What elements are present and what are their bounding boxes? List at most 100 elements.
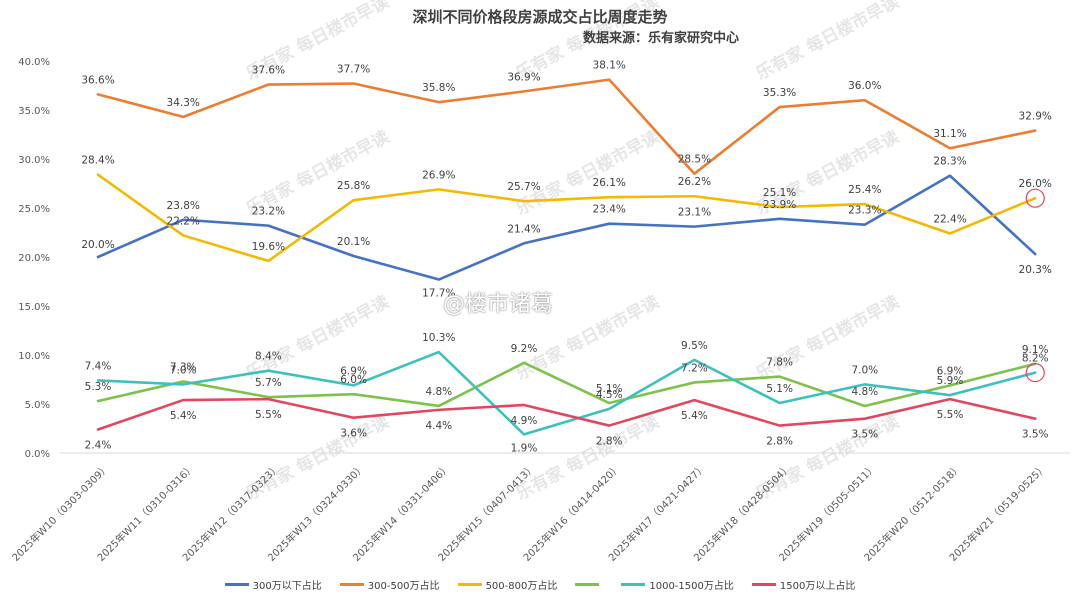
data-label: 3.5% <box>1022 429 1049 441</box>
data-label: 23.1% <box>678 207 711 219</box>
data-label: 23.8% <box>167 200 200 212</box>
data-label: 17.7% <box>422 288 455 300</box>
data-label: 20.0% <box>81 239 114 251</box>
legend-item: 500-800万占比 <box>457 577 558 592</box>
series-line <box>96 361 1037 408</box>
data-label: 6.0% <box>340 374 367 386</box>
legend-swatch <box>751 583 776 586</box>
data-label: 21.4% <box>507 223 540 235</box>
data-label: 5.5% <box>255 409 282 421</box>
y-tick-label: 10.0% <box>18 351 50 362</box>
data-label: 5.9% <box>937 375 964 387</box>
data-label: 36.0% <box>848 80 881 92</box>
data-label: 7.3% <box>170 361 197 373</box>
x-tick-label: 2025年W17（0421-0427） <box>606 461 709 564</box>
x-tick-label: 2025年W21（0519-0525） <box>946 461 1049 564</box>
x-tick-label: 2025年W20（0512-0518） <box>861 461 964 564</box>
data-label: 23.9% <box>763 199 796 211</box>
series-line <box>96 350 1037 436</box>
data-label: 4.8% <box>851 386 878 398</box>
data-label: 25.1% <box>763 187 796 199</box>
series-line <box>96 173 1037 263</box>
weibo-watermark: @楼市诸葛 <box>443 292 554 317</box>
x-tick-label: 2025年W10（0303-0309） <box>9 461 112 564</box>
data-label: 34.3% <box>167 97 200 109</box>
legend-item <box>575 577 603 592</box>
data-label: 5.4% <box>170 410 197 422</box>
data-label: 26.0% <box>1019 178 1052 190</box>
data-label: 7.0% <box>170 364 197 376</box>
series-line <box>96 78 1037 175</box>
y-tick-label: 30.0% <box>18 155 50 166</box>
data-label: 9.2% <box>511 343 538 355</box>
data-label: 37.6% <box>252 65 285 77</box>
y-tick-label: 5.0% <box>25 400 50 411</box>
data-label: 7.0% <box>851 364 878 376</box>
x-tick-label: 2025年W18（0428-0504） <box>691 461 794 564</box>
highlight-circle <box>1025 188 1045 208</box>
y-tick-label: 0.0% <box>25 449 50 460</box>
chart-subtitle: 数据来源：乐有家研究中心 <box>583 31 740 46</box>
data-label: 23.3% <box>848 205 881 217</box>
legend-swatch <box>339 583 364 586</box>
data-label: 36.9% <box>507 71 540 83</box>
x-tick-label: 2025年W14（0331-0406） <box>350 461 453 564</box>
data-label: 5.7% <box>255 377 282 389</box>
data-label: 32.9% <box>1019 111 1052 123</box>
data-label: 26.2% <box>678 176 711 188</box>
y-tick-label: 40.0% <box>18 57 50 68</box>
legend-item: 1000-1500万占比 <box>621 577 734 592</box>
data-label: 20.1% <box>337 236 370 248</box>
chart-legend: 300万以下占比 300-500万占比 500-800万占比 1000-1500万占比… <box>0 577 1080 592</box>
chart-title: 深圳不同价格段房源成交占比周度走势 <box>412 8 668 26</box>
data-label: 31.1% <box>933 128 966 140</box>
data-label: 19.6% <box>252 241 285 253</box>
data-label: 6.9% <box>340 365 367 377</box>
data-label: 23.2% <box>252 206 285 218</box>
data-label: 23.4% <box>593 204 626 216</box>
data-label: 25.7% <box>507 181 540 193</box>
data-label: 35.3% <box>763 87 796 99</box>
data-label: 20.3% <box>1019 264 1052 276</box>
legend-swatch <box>575 583 600 586</box>
data-label: 5.4% <box>681 410 708 422</box>
background-watermark: 乐有家 每日楼市早读 <box>752 291 902 384</box>
data-label: 8.2% <box>1022 353 1049 365</box>
legend-label: 500-800万占比 <box>485 581 558 592</box>
x-tick-label: 2025年W11（0310-0316） <box>94 461 197 564</box>
data-label: 4.9% <box>511 415 538 427</box>
data-label: 7.4% <box>85 360 112 372</box>
data-label: 1.9% <box>511 442 538 454</box>
data-label: 25.8% <box>337 180 370 192</box>
legend-label: 300-500万占比 <box>367 581 440 592</box>
data-label: 22.4% <box>933 213 966 225</box>
data-label: 3.5% <box>851 429 878 441</box>
data-label: 26.1% <box>593 177 626 189</box>
data-label: 28.3% <box>933 156 966 168</box>
data-label: 10.3% <box>422 332 455 344</box>
data-label: 28.4% <box>81 155 114 167</box>
series-line <box>96 174 1037 281</box>
data-label: 2.8% <box>596 436 623 448</box>
legend-label: 300万以下占比 <box>252 581 322 592</box>
legend-swatch <box>621 583 646 586</box>
data-label: 5.5% <box>937 409 964 421</box>
data-label: 22.2% <box>167 215 200 227</box>
data-label: 9.5% <box>681 340 708 352</box>
y-tick-label: 15.0% <box>18 302 50 313</box>
legend-swatch <box>224 583 249 586</box>
x-tick-label: 2025年W12（0317-0323） <box>180 461 283 564</box>
series-line <box>96 397 1037 431</box>
legend-item: 300万以下占比 <box>224 577 322 592</box>
data-label: 6.9% <box>937 365 964 377</box>
legend-swatch <box>457 583 482 586</box>
data-label: 37.7% <box>337 64 370 76</box>
data-label: 4.8% <box>425 386 452 398</box>
y-tick-label: 25.0% <box>18 204 50 215</box>
data-label: 28.5% <box>678 154 711 166</box>
background-watermark: 乐有家 每日楼市早读 <box>242 411 392 504</box>
data-label: 38.1% <box>593 60 626 72</box>
data-label: 3.6% <box>340 428 367 440</box>
data-label: 9.1% <box>1022 344 1049 356</box>
